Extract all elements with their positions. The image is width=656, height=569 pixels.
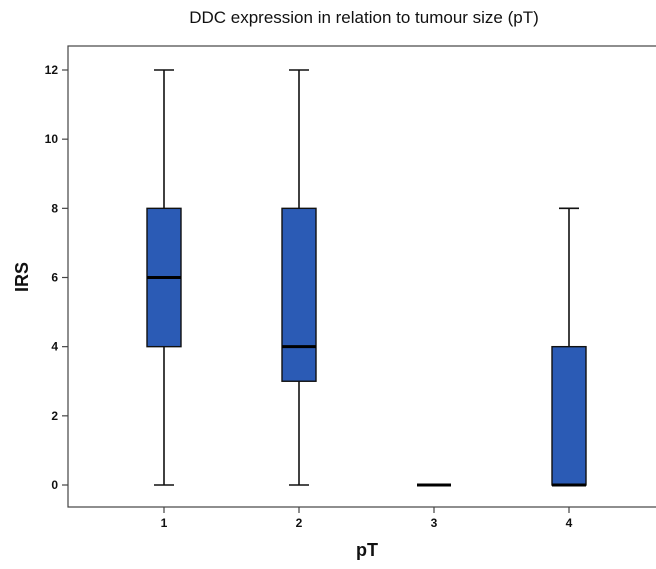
y-tick-label: 6 [51, 271, 58, 285]
x-axis-label: pT [356, 540, 378, 560]
y-tick-label: 8 [51, 201, 58, 215]
x-tick-label: 1 [161, 516, 168, 530]
x-tick-label: 2 [296, 516, 303, 530]
y-axis-label: IRS [12, 262, 32, 292]
y-tick-label: 2 [51, 409, 58, 423]
y-tick-label: 4 [51, 340, 58, 354]
y-tick-label: 10 [45, 132, 59, 146]
plot-frame [67, 45, 656, 508]
box-group [281, 69, 317, 486]
box-group [146, 69, 182, 486]
iqr-box [551, 345, 587, 486]
chart-title: DDC expression in relation to tumour siz… [189, 8, 539, 27]
x-tick-label: 3 [431, 516, 438, 530]
box-group [551, 207, 587, 487]
x-tick-label: 4 [566, 516, 573, 530]
y-tick-label: 12 [45, 63, 59, 77]
iqr-box [281, 207, 317, 382]
y-tick-label: 0 [51, 478, 58, 492]
